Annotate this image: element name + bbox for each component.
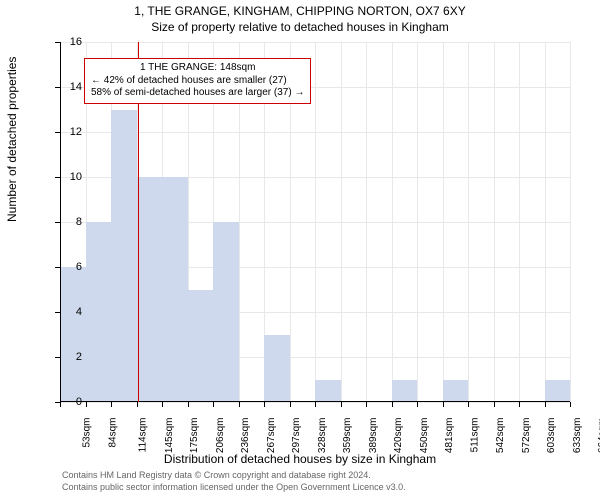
x-tick-mark [417,402,418,407]
title-subtitle: Size of property relative to detached ho… [0,20,600,34]
histogram-bar [264,335,290,403]
x-tick-mark [264,402,265,407]
x-tick-mark [290,402,291,407]
x-tick-label: 297sqm [291,418,302,454]
y-axis-title: Number of detached properties [5,57,19,222]
x-tick-label: 481sqm [444,418,455,454]
y-tick-label: 10 [52,171,82,183]
footer-line: Contains public sector information licen… [62,482,406,494]
x-tick-mark [468,402,469,407]
x-tick-label: 359sqm [342,418,353,454]
x-tick-label: 389sqm [368,418,379,454]
histogram-bar [443,380,469,403]
histogram-bar [315,380,341,403]
y-tick-label: 2 [52,351,82,363]
x-tick-mark [315,402,316,407]
x-tick-label: 328sqm [317,418,328,454]
title-block: 1, THE GRANGE, KINGHAM, CHIPPING NORTON,… [0,4,600,34]
y-tick-label: 0 [52,396,82,408]
histogram-bar [545,380,571,403]
histogram-bar [188,290,214,403]
footer-attribution: Contains HM Land Registry data © Crown c… [62,470,406,493]
annotation-line: 1 THE GRANGE: 148sqm [91,62,304,75]
annotation-line: ← 42% of detached houses are smaller (27… [91,75,304,88]
x-axis-line [60,401,570,402]
title-address: 1, THE GRANGE, KINGHAM, CHIPPING NORTON,… [0,4,600,18]
x-tick-mark [341,402,342,407]
grid-line-vertical [392,42,393,402]
histogram-bar [111,110,137,403]
x-tick-mark [545,402,546,407]
histogram-bar [392,380,418,403]
x-tick-label: 572sqm [521,418,532,454]
x-tick-label: 633sqm [572,418,583,454]
x-tick-mark [188,402,189,407]
histogram-bar [137,177,163,402]
x-tick-mark [239,402,240,407]
x-tick-mark [86,402,87,407]
histogram-bar [60,267,86,402]
x-tick-mark [392,402,393,407]
grid-line-vertical [519,42,520,402]
grid-line-vertical [443,42,444,402]
grid-line-vertical [366,42,367,402]
grid-line-vertical [341,42,342,402]
grid-line-vertical [468,42,469,402]
annotation-box: 1 THE GRANGE: 148sqm ← 42% of detached h… [84,58,311,104]
y-tick-label: 14 [52,81,82,93]
annotation-line: 58% of semi-detached houses are larger (… [91,87,304,100]
x-tick-label: 542sqm [495,418,506,454]
histogram-bar [213,222,239,402]
x-tick-label: 84sqm [107,418,118,448]
x-tick-label: 450sqm [419,418,430,454]
x-tick-label: 267sqm [266,418,277,454]
x-tick-mark [443,402,444,407]
x-tick-mark [111,402,112,407]
x-tick-mark [366,402,367,407]
footer-line: Contains HM Land Registry data © Crown c… [62,470,406,482]
y-tick-label: 6 [52,261,82,273]
grid-line-vertical [494,42,495,402]
y-tick-label: 12 [52,126,82,138]
y-tick-label: 8 [52,216,82,228]
y-tick-label: 4 [52,306,82,318]
x-axis-title: Distribution of detached houses by size … [0,452,600,466]
x-tick-label: 114sqm [137,418,148,453]
x-tick-label: 175sqm [189,418,200,454]
grid-line-vertical [545,42,546,402]
x-tick-label: 206sqm [215,418,226,454]
x-tick-mark [570,402,571,407]
histogram-bar [86,222,112,402]
x-tick-mark [213,402,214,407]
grid-line-vertical [315,42,316,402]
grid-line-vertical [570,42,571,402]
x-tick-mark [494,402,495,407]
x-tick-label: 603sqm [546,418,557,454]
x-tick-label: 53sqm [82,418,93,448]
x-tick-label: 511sqm [469,418,480,453]
y-tick-label: 16 [52,36,82,48]
grid-line-vertical [417,42,418,402]
x-tick-mark [519,402,520,407]
x-tick-label: 145sqm [164,418,175,454]
histogram-bar [162,177,188,402]
x-tick-label: 420sqm [393,418,404,454]
x-tick-mark [137,402,138,407]
x-tick-label: 236sqm [240,418,251,454]
x-tick-mark [162,402,163,407]
